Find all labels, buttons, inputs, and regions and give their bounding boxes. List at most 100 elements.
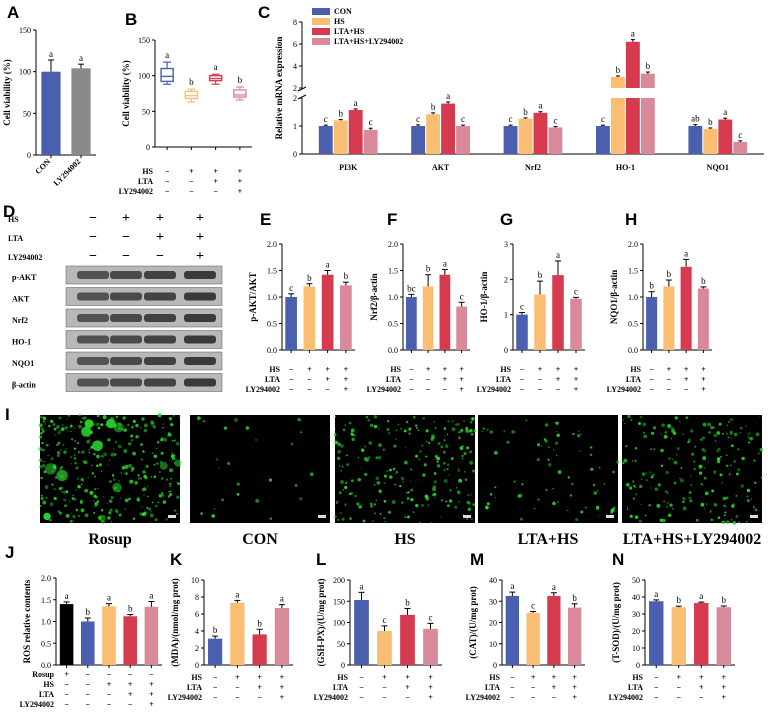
chart-h-treatment-sign: + — [701, 385, 706, 394]
ros-images-signal-dot — [727, 436, 730, 439]
ros-images-signal-dot — [410, 468, 413, 471]
ros-images-signal-dot — [78, 424, 82, 429]
ros-images-signal-dot — [596, 489, 599, 492]
ros-images-signal-dot — [457, 469, 461, 472]
chart-j-y-tick-label: 0.5 — [41, 639, 51, 648]
chart-c-bar — [718, 119, 733, 154]
chart-b-treatment-sign: − — [213, 187, 218, 196]
ros-images-signal-dot — [450, 457, 454, 460]
chart-j-treatment-sign: − — [107, 690, 112, 699]
ros-images-signal-dot — [682, 433, 685, 435]
ros-images-signal-dot — [656, 503, 661, 508]
ros-images-signal-dot — [96, 414, 100, 418]
ros-images-signal-dot — [465, 426, 469, 430]
chart-f-treatment-label: LY294002 — [367, 385, 401, 394]
chart-k-treatment-label: LTA — [187, 683, 202, 692]
ros-images-signal-dot — [446, 467, 449, 470]
ros-images-signal-dot — [162, 500, 167, 504]
chart-b-treatment-label: LY294002 — [119, 187, 153, 196]
ros-images-signal-dot — [730, 437, 732, 439]
western-blot-band-label: p-AKT — [12, 273, 37, 282]
ros-images-signal-dot — [668, 457, 671, 460]
ros-images-signal-dot — [419, 450, 422, 453]
chart-h-sig-letter: b — [701, 276, 706, 286]
ros-images-signal-dot — [348, 492, 352, 496]
ros-images-signal-dot — [425, 429, 429, 433]
ros-images-signal-dot — [544, 423, 549, 427]
chart-g-treatment-sign: + — [556, 365, 561, 374]
chart-k-treatment-sign: + — [280, 673, 285, 682]
ros-images-signal-dot — [155, 447, 158, 449]
chart-e-y-tick-label: 0.5 — [267, 320, 277, 329]
ros-images-signal-dot — [49, 518, 52, 522]
western-blot-header-sign: − — [156, 249, 164, 264]
ros-images-signal-dot — [444, 444, 449, 448]
ros-images-signal-dot — [100, 470, 103, 472]
chart-m-bar — [547, 595, 561, 665]
ros-images-signal-dot — [106, 502, 109, 504]
ros-images-signal-dot — [626, 506, 628, 508]
chart-g-y-tick-label: 3 — [504, 240, 508, 249]
ros-images-signal-dot — [150, 476, 153, 478]
western-blot-header-sign: + — [122, 211, 130, 226]
ros-images-signal-dot — [386, 469, 389, 473]
ros-images-signal-dot — [732, 521, 737, 525]
ros-images-signal-dot — [431, 493, 435, 497]
ros-images-signal-dot — [377, 455, 382, 460]
chart-e-treatment-label: LY294002 — [246, 385, 280, 394]
ros-images-signal-dot — [333, 515, 337, 518]
chart-j-treatment-sign: + — [107, 680, 112, 689]
chart-f-y-tick-label: 0.5 — [388, 320, 398, 329]
ros-images-signal-dot — [124, 464, 129, 469]
ros-images-signal-dot — [73, 454, 76, 457]
ros-images-signal-dot — [106, 421, 109, 424]
western-blot-header-sign: − — [122, 230, 130, 245]
chart-m-treatment-sign: + — [531, 673, 536, 682]
ros-images-signal-dot — [71, 497, 75, 500]
ros-images-signal-dot — [42, 500, 47, 505]
chart-c-bar — [533, 112, 548, 154]
ros-images-signal-dot — [629, 514, 633, 518]
chart-h-treatment-sign: + — [684, 375, 689, 384]
ros-images-signal-dot — [717, 447, 721, 451]
ros-images-signal-dot — [337, 442, 342, 447]
ros-images-signal-dot — [157, 501, 160, 504]
ros-images-signal-dot — [626, 508, 629, 511]
ros-images-signal-dot — [739, 432, 741, 434]
ros-images-signal-dot — [50, 457, 54, 461]
chart-f-treatment-label: HS — [390, 365, 401, 374]
ros-images-signal-dot — [443, 427, 447, 430]
ros-images-signal-dot — [144, 425, 147, 428]
ros-images-signal-dot — [375, 456, 378, 460]
chart-l-treatment-sign: + — [428, 693, 433, 702]
ros-images-signal-dot — [171, 439, 174, 442]
ros-images-signal-dot — [410, 488, 414, 492]
ros-images-signal-dot — [727, 420, 731, 424]
ros-images-signal-dot — [79, 420, 83, 424]
ros-images-signal-dot — [48, 424, 51, 428]
ros-images-signal-dot — [44, 485, 49, 489]
ros-images-signal-dot — [90, 445, 94, 449]
ros-images-signal-dot — [38, 435, 42, 439]
ros-images-signal-dot — [213, 508, 216, 510]
ros-images-signal-dot — [174, 459, 182, 467]
ros-images-signal-dot — [730, 464, 732, 466]
ros-images-signal-dot — [513, 480, 516, 483]
ros-images-signal-dot — [211, 514, 215, 518]
ros-images-signal-dot — [51, 483, 54, 486]
ros-images-signal-dot — [676, 447, 680, 450]
chart-b-box — [184, 90, 199, 100]
ros-images-signal-dot — [463, 452, 467, 456]
ros-images-signal-dot — [705, 503, 708, 506]
chart-n-treatment-label: HS — [632, 673, 643, 682]
ros-images-signal-dot — [64, 499, 67, 501]
chart-c-category-label: AKT — [432, 163, 450, 172]
ros-images-signal-dot — [337, 518, 340, 521]
chart-h-treatment-sign: + — [701, 365, 706, 374]
ros-images-signal-dot — [702, 422, 707, 427]
chart-a-category-label: LY294002 — [52, 157, 83, 188]
ros-images-signal-dot — [622, 461, 625, 465]
